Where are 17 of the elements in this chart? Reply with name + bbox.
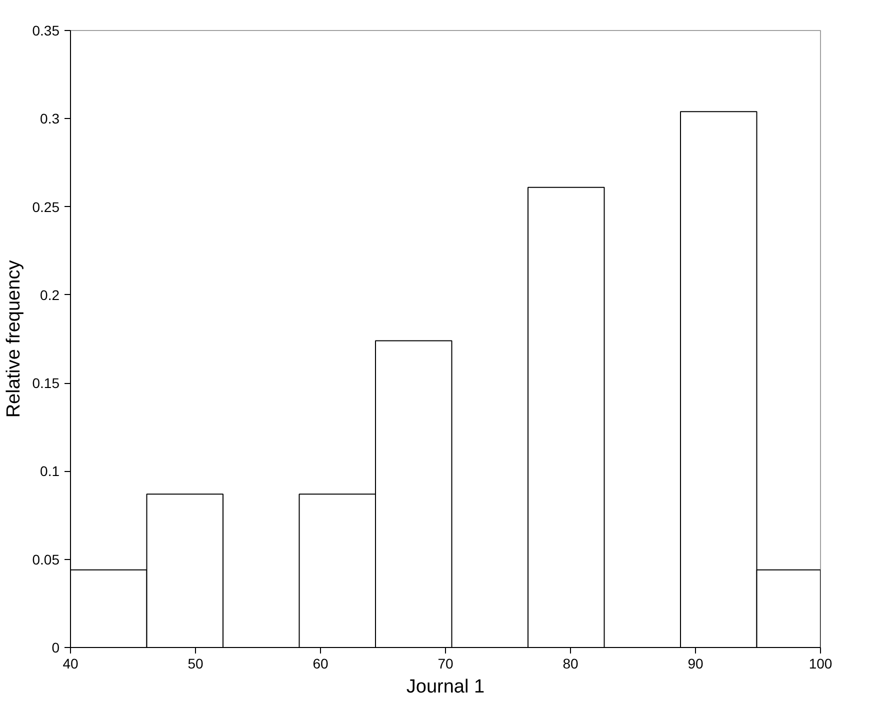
- x-tick-label: 50: [188, 656, 204, 672]
- y-tick-label: 0: [52, 640, 60, 656]
- x-tick-label: 90: [688, 656, 704, 672]
- y-tick-label: 0.1: [40, 463, 60, 480]
- y-tick-label: 0.35: [32, 22, 60, 38]
- x-tick-label: 80: [562, 656, 578, 672]
- y-axis-title: Relative frequency: [3, 260, 24, 418]
- x-tick-label: 70: [438, 656, 454, 672]
- x-tick-label: 100: [808, 656, 832, 672]
- x-axis-title: Journal 1: [406, 676, 485, 698]
- y-tick-label: 0.05: [32, 551, 60, 568]
- y-tick-label: 0.3: [40, 110, 60, 127]
- y-tick-label: 0.2: [40, 286, 60, 303]
- y-tick-label: 0.15: [32, 375, 60, 392]
- x-tick-label: 60: [312, 656, 328, 672]
- y-tick-label: 0.25: [32, 198, 60, 215]
- x-tick-label: 40: [62, 656, 78, 672]
